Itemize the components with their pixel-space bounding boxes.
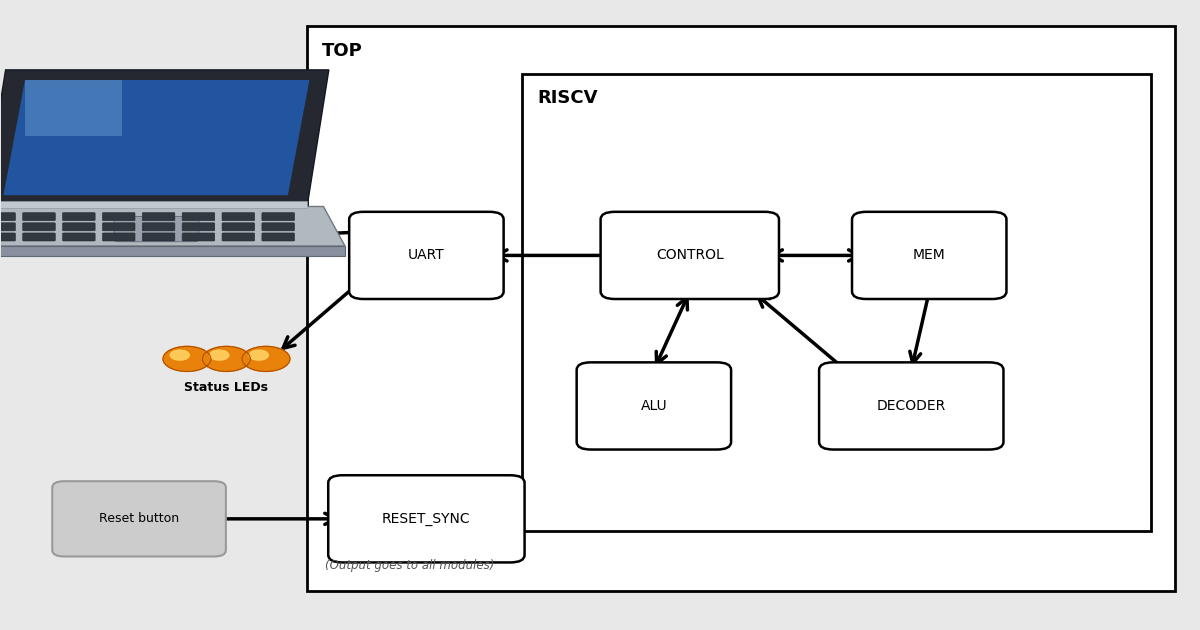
Polygon shape bbox=[0, 201, 307, 208]
Text: Reset button: Reset button bbox=[100, 512, 179, 525]
FancyBboxPatch shape bbox=[307, 26, 1175, 591]
Circle shape bbox=[242, 346, 290, 372]
FancyBboxPatch shape bbox=[182, 233, 215, 241]
FancyBboxPatch shape bbox=[102, 233, 134, 241]
Text: RESET_SYNC: RESET_SYNC bbox=[382, 512, 470, 526]
FancyBboxPatch shape bbox=[143, 233, 175, 241]
FancyBboxPatch shape bbox=[222, 213, 254, 220]
Text: RISCV: RISCV bbox=[538, 89, 599, 107]
Text: ALU: ALU bbox=[641, 399, 667, 413]
Circle shape bbox=[210, 350, 229, 360]
FancyBboxPatch shape bbox=[53, 481, 226, 556]
Text: MEM: MEM bbox=[913, 248, 946, 263]
FancyBboxPatch shape bbox=[349, 212, 504, 299]
Text: Status LEDs: Status LEDs bbox=[185, 381, 269, 394]
FancyBboxPatch shape bbox=[852, 212, 1007, 299]
Text: CONTROL: CONTROL bbox=[656, 248, 724, 263]
FancyBboxPatch shape bbox=[102, 213, 134, 220]
FancyBboxPatch shape bbox=[23, 213, 55, 220]
Polygon shape bbox=[0, 207, 344, 246]
FancyBboxPatch shape bbox=[329, 475, 524, 563]
FancyBboxPatch shape bbox=[262, 213, 294, 220]
Polygon shape bbox=[25, 80, 122, 137]
FancyBboxPatch shape bbox=[522, 74, 1151, 531]
FancyBboxPatch shape bbox=[222, 223, 254, 231]
Text: TOP: TOP bbox=[323, 42, 362, 60]
FancyBboxPatch shape bbox=[182, 213, 215, 220]
Polygon shape bbox=[4, 80, 310, 195]
FancyBboxPatch shape bbox=[143, 223, 175, 231]
FancyBboxPatch shape bbox=[222, 233, 254, 241]
Circle shape bbox=[250, 350, 269, 360]
FancyBboxPatch shape bbox=[23, 223, 55, 231]
Text: UART: UART bbox=[408, 248, 445, 263]
Polygon shape bbox=[0, 70, 329, 205]
Polygon shape bbox=[0, 246, 344, 256]
Text: DECODER: DECODER bbox=[877, 399, 946, 413]
FancyBboxPatch shape bbox=[0, 213, 16, 220]
FancyBboxPatch shape bbox=[820, 362, 1003, 450]
FancyBboxPatch shape bbox=[182, 223, 215, 231]
FancyBboxPatch shape bbox=[0, 233, 16, 241]
FancyBboxPatch shape bbox=[102, 223, 134, 231]
FancyBboxPatch shape bbox=[62, 233, 95, 241]
FancyBboxPatch shape bbox=[143, 213, 175, 220]
Circle shape bbox=[163, 346, 211, 372]
FancyBboxPatch shape bbox=[62, 223, 95, 231]
FancyBboxPatch shape bbox=[262, 233, 294, 241]
Circle shape bbox=[203, 346, 251, 372]
FancyBboxPatch shape bbox=[262, 223, 294, 231]
FancyBboxPatch shape bbox=[600, 212, 779, 299]
FancyBboxPatch shape bbox=[577, 362, 731, 450]
FancyBboxPatch shape bbox=[0, 223, 16, 231]
Circle shape bbox=[170, 350, 190, 360]
Text: (Output goes to all modules): (Output goes to all modules) bbox=[325, 559, 494, 572]
FancyBboxPatch shape bbox=[23, 233, 55, 241]
FancyBboxPatch shape bbox=[114, 216, 199, 242]
FancyBboxPatch shape bbox=[62, 213, 95, 220]
